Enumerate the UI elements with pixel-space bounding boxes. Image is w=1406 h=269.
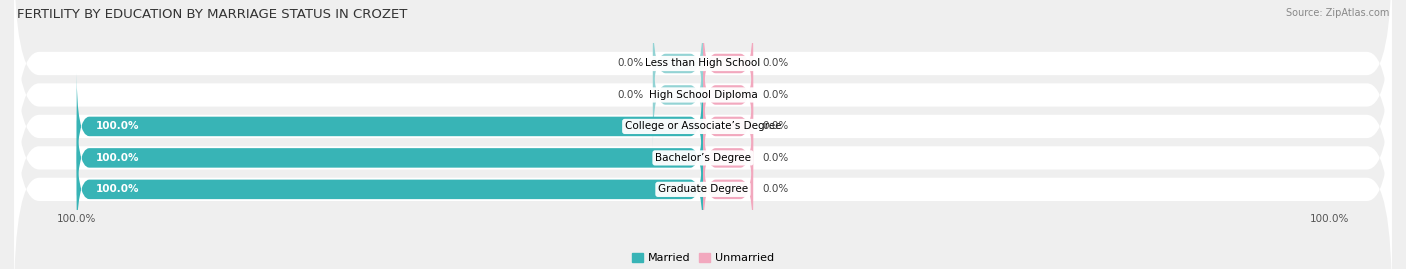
Text: 0.0%: 0.0% [762,184,789,194]
Text: College or Associate’s Degree: College or Associate’s Degree [624,121,782,132]
FancyBboxPatch shape [703,42,754,148]
Text: Source: ZipAtlas.com: Source: ZipAtlas.com [1285,8,1389,18]
Text: 0.0%: 0.0% [762,121,789,132]
Text: High School Diploma: High School Diploma [648,90,758,100]
Text: Graduate Degree: Graduate Degree [658,184,748,194]
FancyBboxPatch shape [652,42,703,148]
FancyBboxPatch shape [14,0,1392,178]
Text: 0.0%: 0.0% [617,90,644,100]
Text: 0.0%: 0.0% [617,58,644,69]
Text: Bachelor’s Degree: Bachelor’s Degree [655,153,751,163]
FancyBboxPatch shape [77,105,703,211]
Text: 0.0%: 0.0% [762,90,789,100]
Text: FERTILITY BY EDUCATION BY MARRIAGE STATUS IN CROZET: FERTILITY BY EDUCATION BY MARRIAGE STATU… [17,8,408,21]
FancyBboxPatch shape [703,105,754,211]
FancyBboxPatch shape [703,10,754,117]
FancyBboxPatch shape [77,136,703,243]
FancyBboxPatch shape [14,12,1392,241]
FancyBboxPatch shape [14,0,1392,209]
FancyBboxPatch shape [14,75,1392,269]
Text: 100.0%: 100.0% [96,121,139,132]
FancyBboxPatch shape [77,73,703,180]
Text: 100.0%: 100.0% [96,184,139,194]
FancyBboxPatch shape [652,10,703,117]
Legend: Married, Unmarried: Married, Unmarried [627,249,779,268]
FancyBboxPatch shape [703,73,754,180]
FancyBboxPatch shape [14,44,1392,269]
FancyBboxPatch shape [703,136,754,243]
Text: 100.0%: 100.0% [96,153,139,163]
Text: 0.0%: 0.0% [762,153,789,163]
Text: Less than High School: Less than High School [645,58,761,69]
Text: 0.0%: 0.0% [762,58,789,69]
